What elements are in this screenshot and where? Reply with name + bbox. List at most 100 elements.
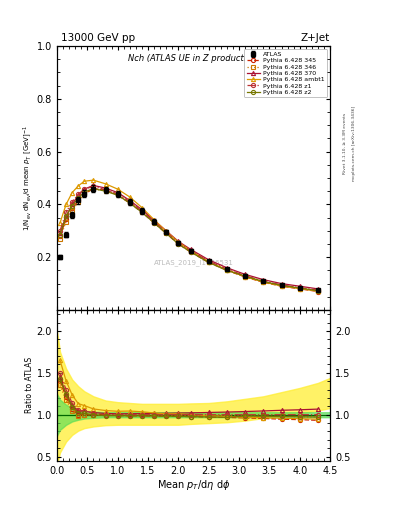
Pythia 6.428 z1 [243, 272, 248, 279]
Pythia 6.428 345 [127, 200, 132, 206]
Pythia 6.428 370 [243, 271, 248, 278]
Pythia 6.428 370 [316, 286, 320, 292]
Pythia 6.428 ambt1 [76, 183, 81, 189]
Pythia 6.428 z2 [91, 185, 96, 191]
Pythia 6.428 z2 [261, 279, 266, 285]
Pythia 6.428 z2 [176, 241, 181, 247]
Pythia 6.428 345 [115, 192, 120, 198]
Pythia 6.428 346 [64, 219, 68, 225]
Pythia 6.428 346 [188, 248, 193, 254]
Line: Pythia 6.428 z1: Pythia 6.428 z1 [58, 184, 320, 292]
Pythia 6.428 z2 [76, 195, 81, 201]
Line: Pythia 6.428 ambt1: Pythia 6.428 ambt1 [58, 178, 320, 293]
Pythia 6.428 ambt1 [70, 189, 75, 196]
Pythia 6.428 ambt1 [115, 186, 120, 192]
Pythia 6.428 370 [298, 283, 302, 289]
Pythia 6.428 345 [76, 198, 81, 204]
Pythia 6.428 z1 [82, 186, 86, 192]
Pythia 6.428 346 [206, 259, 211, 265]
Pythia 6.428 346 [140, 208, 144, 215]
Pythia 6.428 z2 [58, 232, 62, 238]
Pythia 6.428 345 [64, 216, 68, 222]
Pythia 6.428 ambt1 [152, 217, 156, 223]
Pythia 6.428 ambt1 [224, 267, 229, 273]
Text: Nch (ATLAS UE in Z production): Nch (ATLAS UE in Z production) [128, 54, 259, 63]
Pythia 6.428 346 [70, 208, 75, 214]
Pythia 6.428 346 [261, 279, 266, 285]
Pythia 6.428 z2 [152, 220, 156, 226]
Text: Rivet 3.1.10, ≥ 3.3M events: Rivet 3.1.10, ≥ 3.3M events [343, 113, 347, 174]
Pythia 6.428 ambt1 [64, 201, 68, 207]
Pythia 6.428 370 [261, 276, 266, 283]
Pythia 6.428 z2 [316, 288, 320, 294]
Pythia 6.428 z1 [224, 266, 229, 272]
Pythia 6.428 370 [164, 228, 169, 234]
Pythia 6.428 345 [261, 279, 266, 285]
Pythia 6.428 345 [279, 283, 284, 289]
Pythia 6.428 345 [243, 274, 248, 280]
Pythia 6.428 345 [82, 191, 86, 197]
Pythia 6.428 346 [91, 186, 96, 192]
Pythia 6.428 346 [224, 267, 229, 273]
Pythia 6.428 346 [82, 191, 86, 197]
Pythia 6.428 ambt1 [103, 181, 108, 187]
Pythia 6.428 z1 [176, 240, 181, 246]
Pythia 6.428 z1 [58, 228, 62, 234]
Pythia 6.428 346 [152, 219, 156, 225]
Pythia 6.428 z1 [152, 219, 156, 225]
Text: mcplots.cern.ch [arXiv:1306.3436]: mcplots.cern.ch [arXiv:1306.3436] [352, 106, 356, 181]
Line: Pythia 6.428 370: Pythia 6.428 370 [58, 183, 320, 291]
Pythia 6.428 z1 [279, 282, 284, 288]
Pythia 6.428 ambt1 [91, 177, 96, 183]
Pythia 6.428 z2 [298, 285, 302, 291]
Pythia 6.428 345 [152, 220, 156, 226]
Text: 13000 GeV pp: 13000 GeV pp [61, 33, 135, 44]
Pythia 6.428 370 [279, 281, 284, 287]
Pythia 6.428 z1 [298, 285, 302, 291]
Pythia 6.428 346 [176, 240, 181, 246]
Pythia 6.428 z1 [103, 186, 108, 193]
Pythia 6.428 370 [70, 201, 75, 207]
Pythia 6.428 ambt1 [127, 194, 132, 200]
Pythia 6.428 345 [206, 260, 211, 266]
Pythia 6.428 370 [176, 238, 181, 244]
Pythia 6.428 346 [316, 288, 320, 294]
Pythia 6.428 370 [64, 213, 68, 219]
Pythia 6.428 z1 [316, 287, 320, 293]
Pythia 6.428 370 [103, 185, 108, 191]
Pythia 6.428 z1 [188, 247, 193, 253]
Pythia 6.428 345 [316, 288, 320, 294]
Pythia 6.428 z2 [103, 188, 108, 194]
Pythia 6.428 346 [76, 199, 81, 205]
Pythia 6.428 370 [152, 217, 156, 223]
Pythia 6.428 345 [91, 185, 96, 191]
Pythia 6.428 z2 [224, 267, 229, 273]
Pythia 6.428 z1 [127, 199, 132, 205]
Pythia 6.428 z1 [70, 199, 75, 205]
Line: Pythia 6.428 346: Pythia 6.428 346 [58, 187, 320, 293]
Pythia 6.428 ambt1 [206, 259, 211, 265]
Text: Z+Jet: Z+Jet [300, 33, 329, 44]
Pythia 6.428 z1 [206, 258, 211, 264]
Pythia 6.428 370 [188, 246, 193, 252]
Pythia 6.428 346 [58, 236, 62, 242]
Pythia 6.428 345 [164, 230, 169, 237]
Pythia 6.428 z1 [115, 191, 120, 197]
Pythia 6.428 ambt1 [164, 228, 169, 234]
Pythia 6.428 370 [82, 186, 86, 192]
Pythia 6.428 z1 [261, 278, 266, 284]
Pythia 6.428 ambt1 [188, 247, 193, 253]
Pythia 6.428 z1 [91, 183, 96, 189]
Y-axis label: Ratio to ATLAS: Ratio to ATLAS [25, 357, 34, 414]
Pythia 6.428 345 [70, 205, 75, 211]
Pythia 6.428 346 [103, 187, 108, 194]
Pythia 6.428 z2 [127, 200, 132, 206]
Text: ATLAS_2019_I1736531: ATLAS_2019_I1736531 [154, 259, 233, 266]
Pythia 6.428 ambt1 [176, 239, 181, 245]
Pythia 6.428 370 [224, 265, 229, 271]
Pythia 6.428 z2 [206, 260, 211, 266]
Legend: ATLAS, Pythia 6.428 345, Pythia 6.428 346, Pythia 6.428 370, Pythia 6.428 ambt1,: ATLAS, Pythia 6.428 345, Pythia 6.428 34… [244, 49, 327, 97]
Pythia 6.428 346 [298, 285, 302, 291]
Pythia 6.428 z2 [164, 230, 169, 237]
Pythia 6.428 370 [140, 207, 144, 213]
